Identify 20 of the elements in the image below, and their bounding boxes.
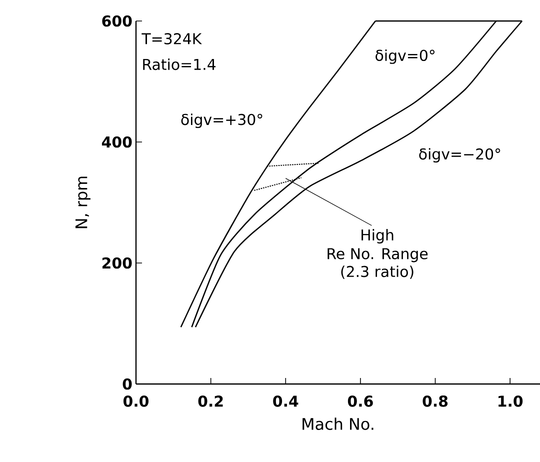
annotation: T=324K bbox=[142, 33, 202, 44]
y-tick-label: 400 bbox=[102, 136, 132, 148]
x-tick-label: 0.6 bbox=[348, 396, 373, 407]
x-tick-label: 0.8 bbox=[422, 396, 448, 407]
y-tick-label: 0 bbox=[122, 378, 132, 390]
y-tick-label: 200 bbox=[102, 257, 132, 269]
series-label: δigv=−20° bbox=[419, 148, 500, 163]
annotation: Ratio=1.4 bbox=[143, 58, 216, 70]
x-axis-title: Mach No. bbox=[302, 418, 374, 430]
series-label: δigv=0° bbox=[376, 49, 434, 64]
x-tick-label: 0.0 bbox=[123, 396, 149, 407]
x-tick-label: 1.0 bbox=[498, 396, 523, 407]
x-tick-label: 0.4 bbox=[273, 396, 298, 407]
y-tick-label: 600 bbox=[102, 15, 132, 27]
annotation: High bbox=[362, 229, 394, 244]
series-label: δigv=+30° bbox=[181, 114, 262, 128]
annotation: Re No. Range bbox=[328, 248, 428, 262]
y-axis-title: N, rpm bbox=[76, 176, 90, 228]
annotation: (2.3 ratio) bbox=[341, 266, 414, 279]
x-tick-label: 0.2 bbox=[198, 396, 223, 407]
